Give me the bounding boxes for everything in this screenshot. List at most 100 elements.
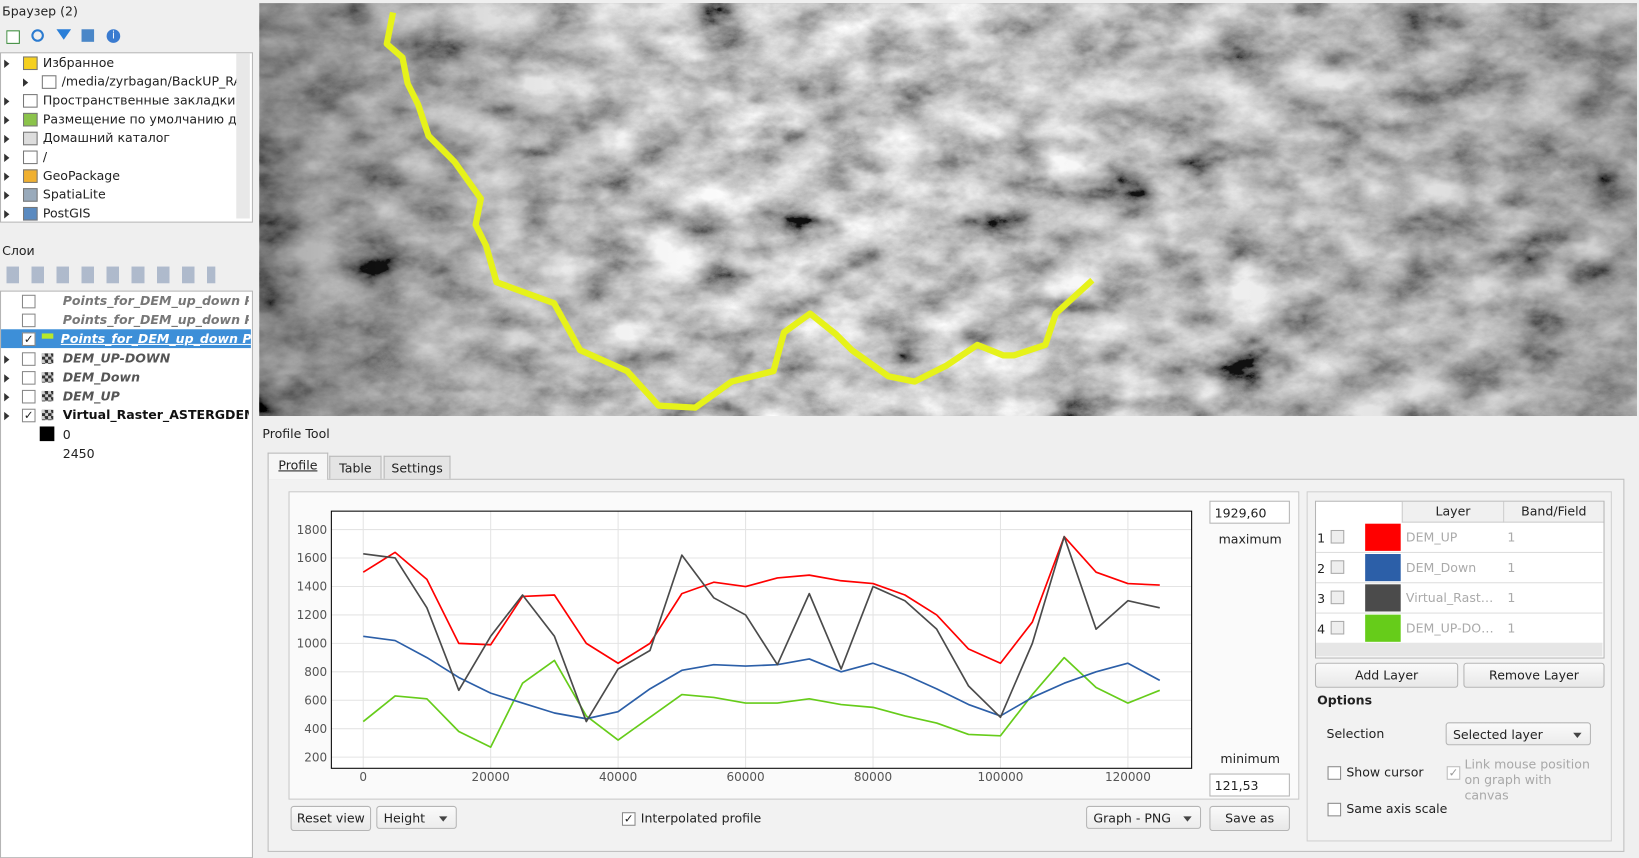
x-tick-label: 80000 [854,770,892,784]
browser-title: Браузер (2) [2,4,78,19]
y-tick-label: 800 [304,665,327,679]
format-select[interactable]: Graph - PNG [1086,805,1202,829]
row-layer: DEM_UP-DOWN [1405,620,1501,636]
layer-name[interactable]: Points_for_DEM_up_down Points_d [62,293,249,309]
layer-icon [41,371,54,383]
interpolated-checkbox[interactable]: ✓ [621,812,636,826]
show-cursor-checkbox[interactable] [1327,766,1342,780]
tab[interactable]: Settings [383,455,451,479]
selection-label: Selection [1326,726,1385,742]
row-checkbox[interactable] [1330,590,1345,605]
selected-row [1,329,251,349]
row-checkbox[interactable] [1330,560,1345,574]
tree-arrow [4,374,13,383]
tree-icon [41,75,57,89]
tree-arrow [4,97,13,106]
layer-checkbox[interactable]: ✓ [21,408,36,423]
profile-series [362,535,1160,665]
x-tick-label: 20000 [472,770,510,784]
options-title: Options [1317,693,1373,708]
layer-name[interactable]: DEM_UP-DOWN [62,350,171,366]
layer-checkbox[interactable] [21,370,36,385]
browser-item[interactable]: /media/zyrbagan/BackUP_RAID [61,74,237,89]
layer-checkbox[interactable] [21,389,36,404]
y-tick-label: 1000 [297,637,328,651]
row-number: 4 [1317,621,1326,637]
browser-toolbar: i [6,28,142,45]
tree-icon [22,131,38,146]
profile-series [363,635,1161,720]
remove-layer-button[interactable]: Remove Layer [1463,662,1605,688]
add-layer-button[interactable]: Add Layer [1314,662,1459,688]
same-axis-label: Same axis scale [1346,801,1448,817]
browser-item[interactable]: Домашний каталог [42,130,170,146]
tab[interactable]: Table [329,455,382,479]
layer-icon [42,315,53,325]
layer-name[interactable]: Points_for_DEM_up_down Profile [60,331,251,347]
layers-group [1306,491,1612,842]
tree-icon [22,94,38,108]
browser-item[interactable]: GeoPackage [42,168,120,183]
layer-checkbox[interactable] [21,351,36,366]
layer-name[interactable]: Points_for_DEM_up_down Points_l [62,312,249,328]
row-divider [1316,551,1603,553]
tree-arrow [22,78,32,87]
tree-arrow [4,393,13,402]
link-mouse-label: Link mouse position on graph with canvas [1464,756,1590,803]
layer-icon [42,296,53,306]
map-canvas[interactable] [259,3,1637,417]
layer-name[interactable]: DEM_UP [62,388,120,404]
height-select[interactable]: Height [376,805,457,829]
min-spinbox[interactable]: 121,53 [1209,773,1290,797]
layer-checkbox[interactable] [21,313,36,328]
browser-item[interactable]: Пространственные закладки [42,93,236,108]
layer-name[interactable]: DEM_Down [62,369,141,385]
row-divider [1316,582,1603,584]
map-shade [259,3,1637,417]
profile-tool-title: Profile Tool [262,426,330,442]
legend-min: 0 [62,427,71,443]
row-checkbox[interactable] [1330,620,1345,635]
browser-item[interactable]: / [42,149,48,165]
min-value: 121,53 [1214,778,1259,794]
y-tick-label: 1800 [297,523,328,537]
tree-arrow [4,59,13,68]
min-label: minimum [1220,751,1280,767]
scrollbar[interactable] [236,53,250,219]
layer-icon [41,409,54,421]
reset-view-button[interactable]: Reset view [290,805,372,832]
tree-arrow [4,354,13,364]
max-spinbox[interactable]: 1929,60 [1209,500,1290,524]
link-mouse-checkbox[interactable]: ✓ [1446,766,1461,780]
browser-item[interactable]: PostGIS [42,205,91,221]
layer-icon [41,333,54,340]
profile-line[interactable] [383,11,1095,411]
tree-icon [22,188,38,202]
row-layer: DEM_UP [1405,529,1458,545]
x-tick-label: 40000 [599,770,637,784]
tree-icon [22,56,38,71]
row-checkbox[interactable] [1330,529,1345,544]
layer-icon [41,390,54,402]
tree-arrow [4,191,13,200]
browser-item[interactable]: Избранное [42,55,115,71]
save-as-button[interactable]: Save as [1209,805,1290,832]
same-axis-checkbox[interactable] [1327,802,1342,817]
tree-icon [22,150,38,165]
browser-item[interactable]: SpatiaLite [42,187,106,202]
x-tick-label: 0 [359,770,367,784]
layer-checkbox[interactable]: ✓ [21,332,36,347]
selection-select[interactable]: Selected layer [1445,722,1591,746]
tree-arrow [4,153,13,163]
layer-name[interactable]: Virtual_Raster_ASTERGDEM [62,407,249,423]
tree-arrow [4,134,13,144]
profile-series [363,535,1160,723]
tree-icon [22,206,38,221]
layer-checkbox[interactable] [21,294,36,309]
x-tick-label: 120000 [1105,770,1151,784]
browser-item[interactable]: Размещение по умолчанию для п [42,111,237,127]
table-scrollbar[interactable] [1316,642,1603,657]
layer-table [1314,500,1605,659]
tab[interactable]: Profile [267,452,329,480]
